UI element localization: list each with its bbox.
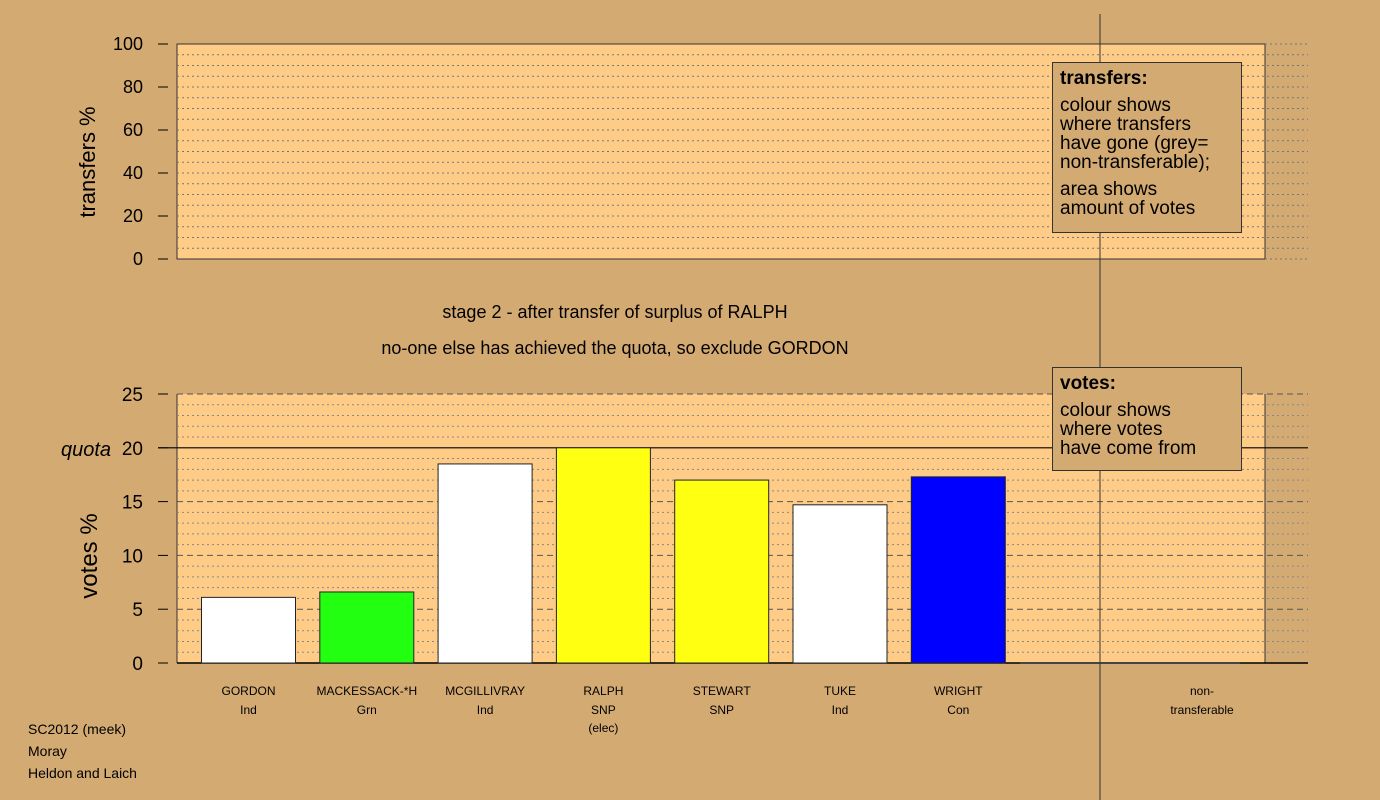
candidate-party: transferable bbox=[1170, 703, 1234, 717]
transfers-legend-line: non-transferable); bbox=[1060, 152, 1210, 173]
footer-line-2: Moray bbox=[28, 743, 67, 759]
transfers-legend-line: where transfers bbox=[1060, 114, 1191, 135]
candidate-party: SNP bbox=[709, 703, 734, 717]
candidate-name: MACKESSACK-*H bbox=[316, 684, 417, 698]
candidate-party: Grn bbox=[357, 703, 377, 717]
votes-axis: 0 5 10 15 20 25 bbox=[122, 385, 168, 675]
candidate-name: RALPH bbox=[583, 684, 623, 698]
votes-tick-label: 5 bbox=[132, 600, 143, 621]
votes-tick-label: 25 bbox=[122, 385, 143, 406]
candidate-party: Con bbox=[947, 703, 969, 717]
transfers-gridlines bbox=[177, 43, 1308, 260]
candidate-note: (elec) bbox=[588, 721, 618, 735]
transfers-legend-line: area shows bbox=[1060, 179, 1158, 200]
votes-tick-label: 15 bbox=[122, 493, 143, 514]
candidate-name: STEWART bbox=[693, 684, 752, 698]
votes-legend-title: votes: bbox=[1060, 373, 1116, 394]
bar-wright bbox=[910, 476, 1006, 664]
transfers-tick-label: 80 bbox=[123, 77, 143, 97]
candidate-name: GORDON bbox=[222, 684, 276, 698]
transfers-legend-line: amount of votes bbox=[1060, 198, 1196, 219]
transfers-tick-label: 20 bbox=[123, 206, 143, 226]
transfers-legend-line: colour shows bbox=[1060, 95, 1171, 116]
votes-chart: 0 5 10 15 20 25 GORDON Ind MACKESSACK-*H Grn MCGI… bbox=[61, 385, 1308, 735]
bar-mackessack-h bbox=[319, 591, 415, 664]
votes-legend: votes: colour shows where votes have com… bbox=[1052, 367, 1242, 471]
candidate-name: TUKE bbox=[824, 684, 856, 698]
bar-mcgillivray bbox=[437, 463, 533, 664]
candidate-name: MCGILLIVRAY bbox=[445, 684, 525, 698]
candidate-party: SNP bbox=[591, 703, 616, 717]
candidate-labels: GORDON Ind MACKESSACK-*H Grn MCGILLIVRAY Ind R… bbox=[222, 684, 1235, 735]
transfers-axis: 0 20 40 60 80 100 bbox=[113, 34, 168, 269]
votes-ylabel: votes % bbox=[76, 513, 103, 598]
transfers-legend-line: have gone (grey= bbox=[1060, 133, 1209, 154]
candidate-name: WRIGHT bbox=[934, 684, 983, 698]
candidate-party: Ind bbox=[832, 703, 849, 717]
bar-stewart bbox=[674, 479, 770, 664]
transfers-tick-label: 100 bbox=[113, 34, 143, 54]
votes-tick-label: 20 bbox=[122, 439, 143, 460]
transfers-tick-label: 40 bbox=[123, 163, 143, 183]
bar-gordon bbox=[201, 596, 296, 664]
bar-ralph bbox=[555, 447, 651, 664]
votes-bars bbox=[201, 447, 1240, 664]
quota-label: quota bbox=[61, 439, 111, 461]
bar-tuke bbox=[792, 504, 888, 664]
footer-line-3: Heldon and Laich bbox=[28, 765, 137, 781]
votes-tick-label: 10 bbox=[122, 546, 143, 567]
transfers-ylabel: transfers % bbox=[75, 106, 100, 217]
transfers-tick-label: 60 bbox=[123, 120, 143, 140]
stage-line-2: no-one else has achieved the quota, so e… bbox=[381, 338, 848, 358]
transfers-legend: transfers: colour shows where transfers … bbox=[1052, 62, 1242, 233]
footer-line-1: SC2012 (meek) bbox=[28, 721, 127, 737]
candidate-name: non- bbox=[1190, 684, 1214, 698]
votes-legend-line: where votes bbox=[1060, 419, 1163, 440]
votes-legend-line: colour shows bbox=[1060, 400, 1171, 421]
stage-line-1: stage 2 - after transfer of surplus of R… bbox=[442, 302, 787, 322]
candidate-party: Ind bbox=[240, 703, 257, 717]
transfers-tick-label: 0 bbox=[133, 249, 143, 269]
votes-legend-line: have come from bbox=[1060, 438, 1197, 459]
candidate-party: Ind bbox=[477, 703, 494, 717]
transfers-legend-title: transfers: bbox=[1060, 68, 1148, 89]
votes-tick-label: 0 bbox=[132, 654, 143, 675]
